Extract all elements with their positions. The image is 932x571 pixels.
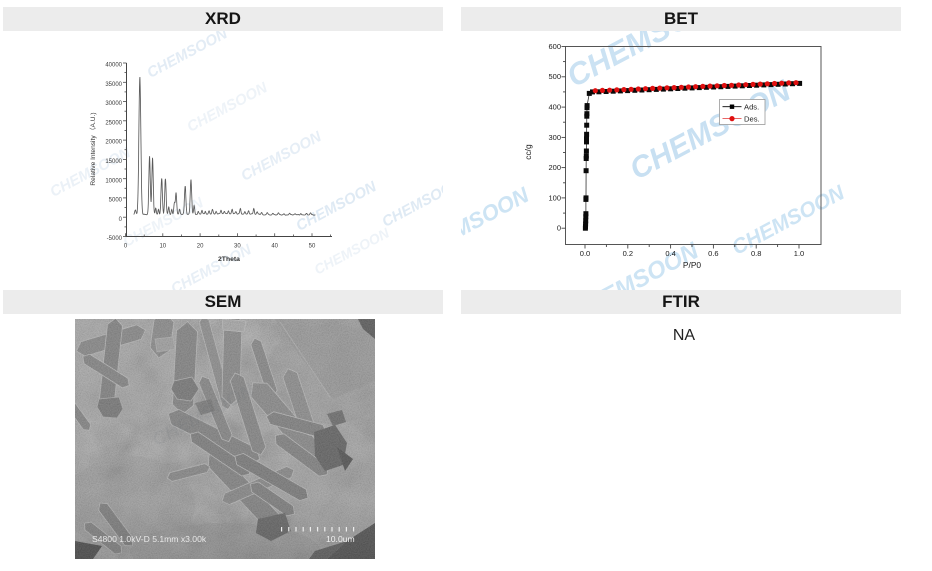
svg-text:Relative Intensity （A.U.): Relative Intensity （A.U.)	[89, 112, 97, 185]
svg-text:cc/g: cc/g	[523, 144, 533, 160]
svg-text:40: 40	[271, 244, 278, 250]
svg-text:500: 500	[548, 72, 561, 81]
svg-text:25000: 25000	[105, 120, 122, 126]
svg-text:5000: 5000	[109, 197, 123, 203]
svg-text:30000: 30000	[105, 101, 122, 107]
svg-text:CHEMSOON: CHEMSOON	[238, 128, 325, 185]
svg-text:10.0um: 10.0um	[326, 534, 355, 544]
svg-text:S4800 1.0kV-D 5.1mm x3.00k: S4800 1.0kV-D 5.1mm x3.00k	[92, 534, 207, 544]
svg-text:0: 0	[124, 244, 128, 250]
svg-text:15000: 15000	[105, 159, 122, 165]
svg-text:CHEMSOON: CHEMSOON	[379, 174, 443, 231]
svg-text:40000: 40000	[105, 63, 122, 69]
svg-text:30: 30	[234, 244, 241, 250]
svg-text:20: 20	[197, 244, 204, 250]
svg-text:1.0: 1.0	[794, 249, 804, 258]
svg-text:200: 200	[548, 163, 561, 172]
svg-text:20000: 20000	[105, 140, 122, 146]
svg-text:CHEMSOON: CHEMSOON	[184, 79, 271, 136]
svg-text:0: 0	[557, 224, 561, 233]
svg-text:CHEMSOON: CHEMSOON	[168, 241, 255, 290]
svg-text:-5000: -5000	[107, 236, 123, 242]
svg-text:CHEMSOON: CHEMSOON	[311, 224, 392, 277]
svg-text:0.8: 0.8	[751, 249, 761, 258]
svg-text:0.2: 0.2	[623, 249, 633, 258]
svg-text:10000: 10000	[105, 178, 122, 184]
svg-text:100: 100	[548, 193, 561, 202]
svg-text:2Theta: 2Theta	[218, 256, 240, 263]
svg-text:CHEMSOON: CHEMSOON	[728, 181, 849, 260]
svg-text:35000: 35000	[105, 82, 122, 88]
svg-text:0.6: 0.6	[708, 249, 718, 258]
svg-text:600: 600	[548, 42, 561, 51]
svg-text:CHEMSOON: CHEMSOON	[120, 194, 207, 251]
svg-text:0.0: 0.0	[580, 249, 590, 258]
svg-text:400: 400	[548, 103, 561, 112]
svg-text:0: 0	[119, 217, 123, 223]
svg-text:CHEMSOON: CHEMSOON	[144, 31, 231, 82]
svg-text:CHEMSOON: CHEMSOON	[293, 178, 380, 235]
svg-text:P/P0: P/P0	[683, 260, 701, 270]
svg-text:0.4: 0.4	[665, 249, 675, 258]
svg-text:10: 10	[159, 244, 166, 250]
svg-text:Ads.: Ads.	[744, 103, 759, 112]
svg-text:CHEMSOON: CHEMSOON	[561, 31, 739, 94]
svg-text:Des.: Des.	[744, 115, 760, 124]
svg-text:300: 300	[548, 133, 561, 142]
svg-text:CHEMSOON: CHEMSOON	[461, 182, 534, 265]
svg-text:50: 50	[309, 244, 316, 250]
